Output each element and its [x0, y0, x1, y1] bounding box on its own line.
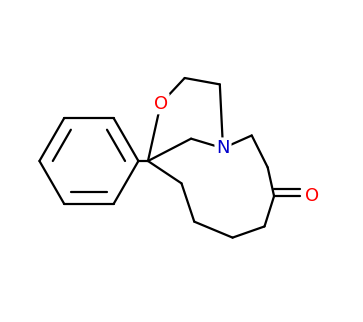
Text: O: O: [154, 95, 168, 113]
Text: O: O: [305, 187, 319, 205]
Text: N: N: [216, 139, 230, 157]
